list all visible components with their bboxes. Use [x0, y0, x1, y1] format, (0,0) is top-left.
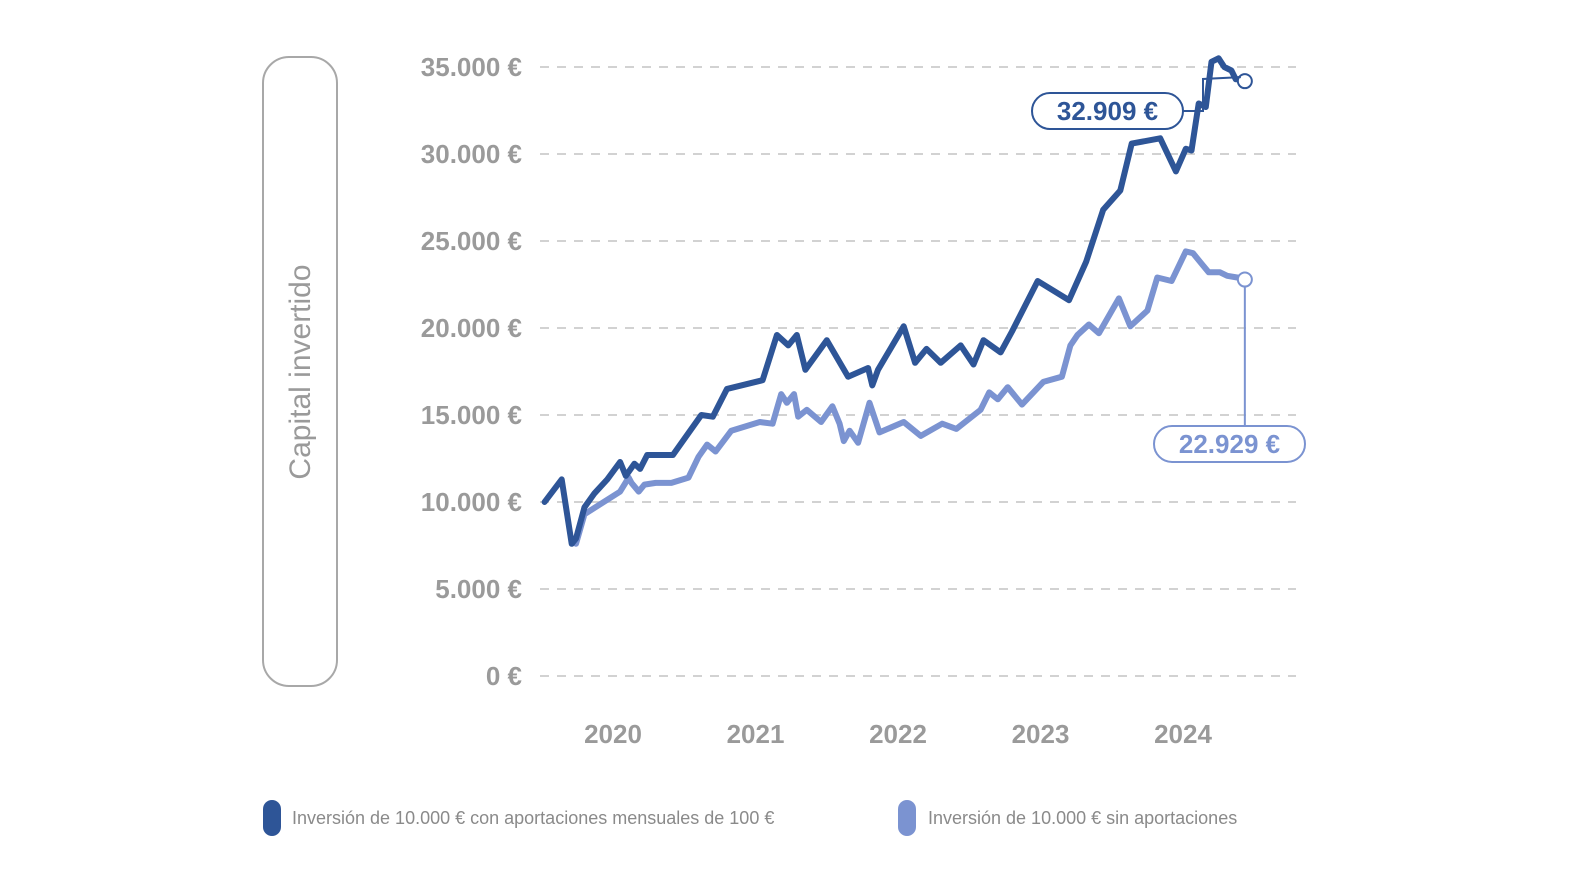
- callout-box-2: [1153, 425, 1306, 463]
- x-tick-label: 2022: [869, 719, 927, 749]
- callout-leader-1: [1183, 76, 1241, 112]
- series-end-marker-2: [1236, 271, 1253, 288]
- x-tick-label: 2020: [584, 719, 642, 749]
- series-line-2: [573, 248, 1246, 547]
- y-tick-label: 20.000 €: [421, 313, 522, 343]
- y-tick-labels: 0 € 5.000 € 10.000 € 15.000 € 20.000 € 25.000…: [421, 52, 522, 691]
- x-tick-label: 2024: [1154, 719, 1212, 749]
- y-tick-label: 35.000 €: [421, 52, 522, 82]
- x-tick-label: 2021: [727, 719, 785, 749]
- end-callouts: 22.929 € 32.909 €: [1031, 73, 1306, 463]
- grid-lines: [540, 66, 1296, 677]
- callout-value-1: 32.909 €: [1057, 96, 1158, 126]
- y-tick-label: 15.000 €: [421, 400, 522, 430]
- callout-box-1: [1031, 92, 1184, 130]
- y-tick-label: 30.000 €: [421, 139, 522, 169]
- series-end-marker-1: [1236, 73, 1253, 90]
- legend-label-series-2: Inversión de 10.000 € sin aportaciones: [928, 808, 1237, 828]
- series-lines: [541, 55, 1246, 547]
- y-axis-label: Capital invertido: [284, 264, 317, 479]
- y-tick-label: 5.000 €: [435, 574, 522, 604]
- legend-label-series-1: Inversión de 10.000 € con aportaciones m…: [292, 808, 774, 828]
- y-tick-label: 10.000 €: [421, 487, 522, 517]
- y-tick-label: 0 €: [486, 661, 522, 691]
- x-tick-label: 2023: [1012, 719, 1070, 749]
- legend: Inversión de 10.000 € con aportaciones m…: [263, 800, 1237, 836]
- legend-swatch-series-2: [898, 800, 916, 836]
- callout-value-2: 22.929 €: [1179, 429, 1280, 459]
- ylabel-pill: [262, 56, 338, 687]
- y-tick-label: 25.000 €: [421, 226, 522, 256]
- series-line-1: [541, 55, 1246, 547]
- legend-swatch-series-1: [263, 800, 281, 836]
- x-tick-labels: 2020 2021 2022 2023 2024: [584, 719, 1212, 749]
